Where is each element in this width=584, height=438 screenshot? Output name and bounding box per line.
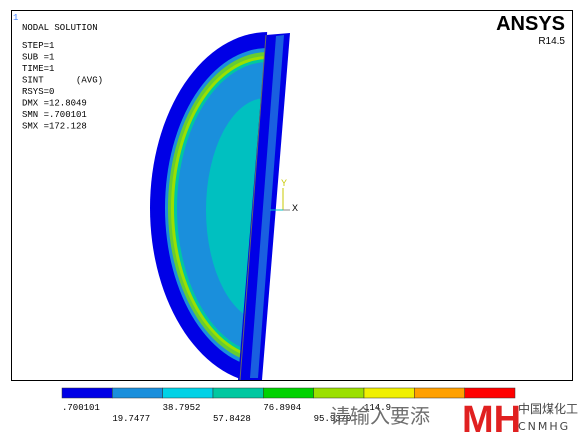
legend-label: 114.9 — [364, 403, 391, 413]
window-number: 1 — [13, 13, 18, 23]
info-line: SINT (AVG) — [22, 76, 103, 86]
info-line: SUB =1 — [22, 53, 54, 63]
viewport-frame — [11, 10, 573, 381]
legend-label: 38.7952 — [163, 403, 201, 413]
triad-x-label: X — [292, 203, 298, 213]
info-line: STEP=1 — [22, 41, 54, 51]
edge — [239, 34, 267, 381]
legend-swatch — [414, 387, 465, 399]
legend-swatch — [263, 387, 314, 399]
triad-y-label: Y — [281, 178, 287, 188]
legend-swatch — [212, 387, 264, 399]
watermark: 请输入要添 — [330, 404, 430, 428]
info-line: DMX =12.8049 — [22, 99, 87, 109]
legend-label: .700101 — [62, 403, 100, 413]
legend-swatch — [61, 387, 113, 399]
legend-swatch — [112, 387, 163, 399]
info-line: RSYS=0 — [22, 87, 54, 97]
info-line: TIME=1 — [22, 64, 54, 74]
legend-swatch — [363, 387, 415, 399]
brand: ANSYS — [496, 13, 565, 35]
legend-swatch — [313, 387, 365, 399]
legend: .700101 19.7477 38.7952 57.8428 76.8904 95.93… — [61, 387, 516, 424]
title: NODAL SOLUTION — [22, 23, 98, 33]
company-en: CNMHG — [518, 420, 570, 433]
company: 中国煤化工 — [518, 401, 578, 416]
legend-swatch — [162, 387, 214, 399]
version: R14.5 — [538, 36, 565, 47]
legend-label: 95.9379 — [314, 414, 352, 424]
legend-label: 19.7477 — [112, 414, 150, 424]
legend-label: 76.8904 — [263, 403, 301, 413]
plate-stripe — [250, 35, 284, 378]
legend-swatch — [464, 387, 516, 399]
info-line: SMN =.700101 — [22, 110, 87, 120]
legend-label: 57.8428 — [213, 414, 251, 424]
info-line: SMX =172.128 — [22, 122, 87, 132]
logo: MH — [462, 399, 521, 438]
